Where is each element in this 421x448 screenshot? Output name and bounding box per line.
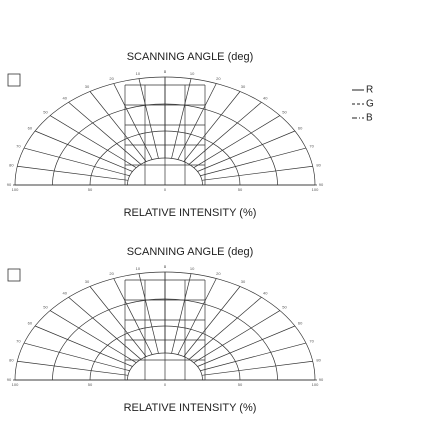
grid-line [113,83,153,160]
intensity-label: 50 [238,187,243,192]
angle-label: 60 [298,126,303,131]
grid-line [188,297,262,360]
angle-label: 0 [164,69,167,74]
grid-line [183,91,241,162]
intensity-label: 50 [88,187,93,192]
grid-line [197,325,296,367]
angle-label: 90 [7,377,12,382]
intensity-label: 100 [312,382,319,387]
grid-line [68,102,142,165]
angle-label: 40 [62,95,67,100]
grid-line [34,130,133,172]
grid-line [177,278,217,355]
angle-label: 50 [43,304,48,309]
intensity-label: 100 [312,187,319,192]
legend-label: G [366,99,374,110]
angle-label: 0 [164,69,167,74]
grid-line [177,83,217,160]
angle-label: 60 [28,321,33,326]
grid-line [200,147,307,177]
grid-line [183,286,241,357]
angle-label: 90 [319,377,324,382]
grid-line [23,342,130,372]
grid-line [17,360,129,376]
angle-label: 0 [164,264,167,269]
grid-line [201,360,313,376]
angle-label: 50 [282,304,287,309]
angle-label: 40 [62,290,67,295]
polar-diagram: SCANNING ANGLE (deg) RELATIVE INTENSITY (… [7,246,324,414]
angle-label: 60 [298,321,303,326]
angle-label: 70 [16,338,21,343]
angle-label: 40 [263,95,268,100]
grid-line [113,278,153,355]
axis-label: RELATIVE INTENSITY (%) [124,402,257,414]
grid-line [34,325,133,367]
angle-label: 0 [164,264,167,269]
grid-line [23,147,130,177]
diagram-title: SCANNING ANGLE (deg) [127,246,254,258]
angle-label: 50 [282,109,287,114]
angle-label: 30 [85,279,90,284]
grid-line [49,115,137,168]
angle-label: 90 [319,182,324,187]
angle-label: 10 [136,71,141,76]
angle-label: 20 [109,271,114,276]
angle-label: 10 [190,266,195,271]
angle-label: 30 [241,279,246,284]
grid-line [201,165,313,181]
angle-label: 20 [109,76,114,81]
angle-label: 70 [16,143,21,148]
angle-label: 80 [316,162,321,167]
grid-line [68,297,142,360]
grid-line [188,102,262,165]
grid-line [193,310,281,363]
grid-line [49,310,137,363]
grid-line [89,91,147,162]
angle-label: 90 [7,182,12,187]
polar-diagram: SCANNING ANGLE (deg) RELATIVE INTENSITY (… [7,51,374,219]
angle-label: 50 [43,109,48,114]
angle-label: 20 [216,271,221,276]
legend-label: B [366,113,373,124]
grid-line [200,342,307,372]
intensity-label: 50 [238,382,243,387]
angle-label: 80 [9,357,14,362]
icon [7,73,21,87]
angle-label: 40 [263,290,268,295]
grid-line [17,165,129,181]
angle-label: 10 [136,266,141,271]
angle-label: 80 [9,162,14,167]
intensity-label: 0 [164,382,167,387]
angle-label: 30 [85,84,90,89]
diagram-title: SCANNING ANGLE (deg) [127,51,254,63]
angle-label: 70 [309,143,314,148]
angle-label: 60 [28,126,33,131]
grid-line [193,115,281,168]
angle-label: 20 [216,76,221,81]
legend-label: R [366,85,373,96]
angle-label: 10 [190,71,195,76]
intensity-label: 0 [164,187,167,192]
grid-line [197,130,296,172]
intensity-label: 100 [12,382,19,387]
angle-label: 70 [309,338,314,343]
angle-label: 80 [316,357,321,362]
axis-label: RELATIVE INTENSITY (%) [124,207,257,219]
grid-line [89,286,147,357]
intensity-label: 50 [88,382,93,387]
icon [7,268,21,282]
intensity-label: 100 [12,187,19,192]
angle-label: 30 [241,84,246,89]
